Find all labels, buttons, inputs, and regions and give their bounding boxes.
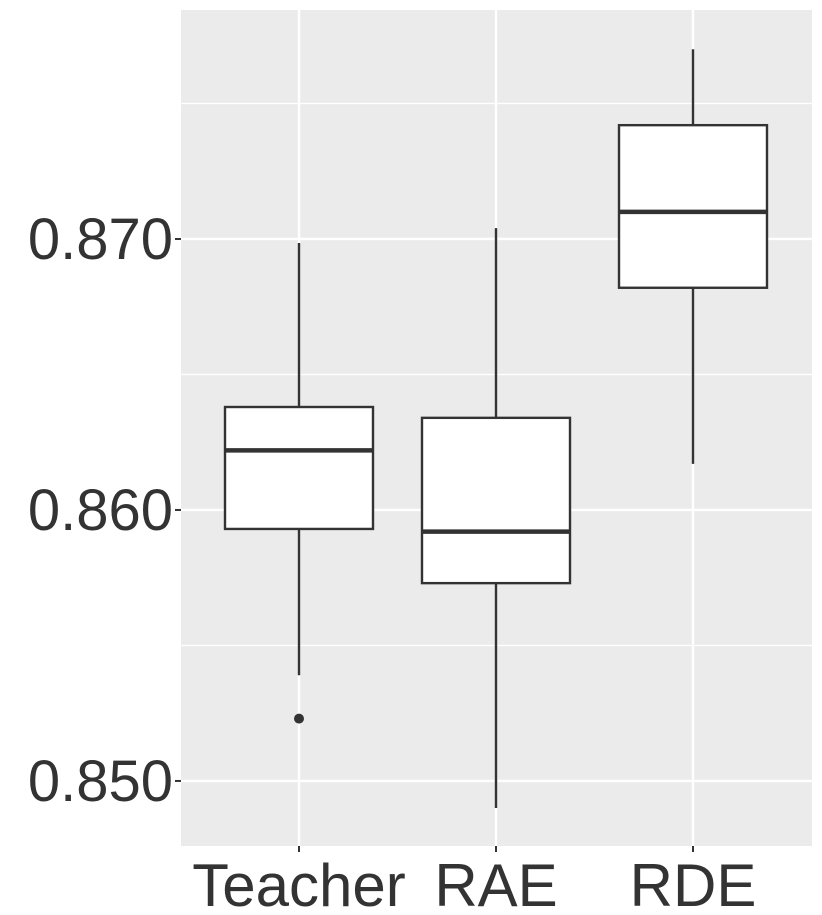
x-tick-label: RAE: [434, 852, 557, 915]
x-tick-label: Teacher: [192, 852, 405, 915]
box: [617, 123, 769, 289]
box: [223, 405, 375, 531]
x-tick-label: RDE: [630, 852, 757, 915]
y-tick-label: 0.870: [28, 207, 173, 272]
y-tick-label: 0.850: [28, 749, 173, 814]
box: [420, 416, 572, 585]
outlier: [294, 713, 304, 724]
y-tick-label: 0.860: [28, 478, 173, 543]
